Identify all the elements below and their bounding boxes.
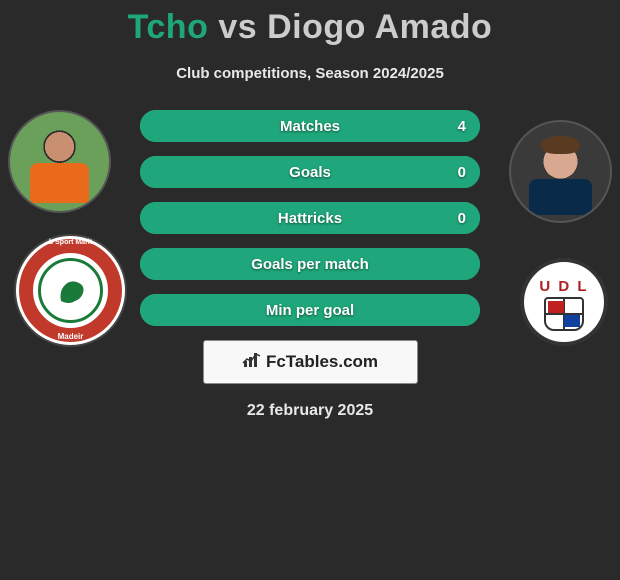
club-badge-left: b Sport Marit Madeir [14,234,127,347]
bar-label: Matches [140,110,480,142]
bar-min-per-goal: Min per goal [140,294,480,326]
bar-goals-per-match: Goals per match [140,248,480,280]
bar-label: Goals [140,156,480,188]
shield-icon [544,297,584,331]
bar-goals: Goals 0 [140,156,480,188]
badge-inner [38,258,103,323]
badge-left-bottom-text: Madeir [16,332,125,341]
brand-text: FcTables.com [266,352,378,372]
club-badge-right: U D L [520,258,608,346]
stats-bars: Matches 4 Goals 0 Hattricks 0 Goals per … [140,110,480,326]
brand-box[interactable]: FcTables.com [203,340,418,384]
player1-avatar: KANXA [8,110,111,213]
player2-name: Diogo Amado [267,8,492,46]
bar-value: 4 [458,110,466,142]
chart-icon [242,351,262,374]
lion-icon [51,271,91,311]
page-title: Tcho vs Diogo Amado [0,8,620,47]
bar-label: Min per goal [140,294,480,326]
bar-label: Goals per match [140,248,480,280]
player2-avatar [509,120,612,223]
bar-value: 0 [458,202,466,234]
bar-value: 0 [458,156,466,188]
bar-hattricks: Hattricks 0 [140,202,480,234]
player1-jersey-text: KANXA [10,173,109,184]
player1-name: Tcho [128,8,209,46]
date: 22 february 2025 [0,402,620,420]
bar-label: Hattricks [140,202,480,234]
badge-right-letters: U D L [539,278,588,295]
vs-text: vs [218,8,257,46]
subtitle: Club competitions, Season 2024/2025 [0,65,620,82]
badge-left-top-text: b Sport Marit [16,239,125,246]
bar-matches: Matches 4 [140,110,480,142]
